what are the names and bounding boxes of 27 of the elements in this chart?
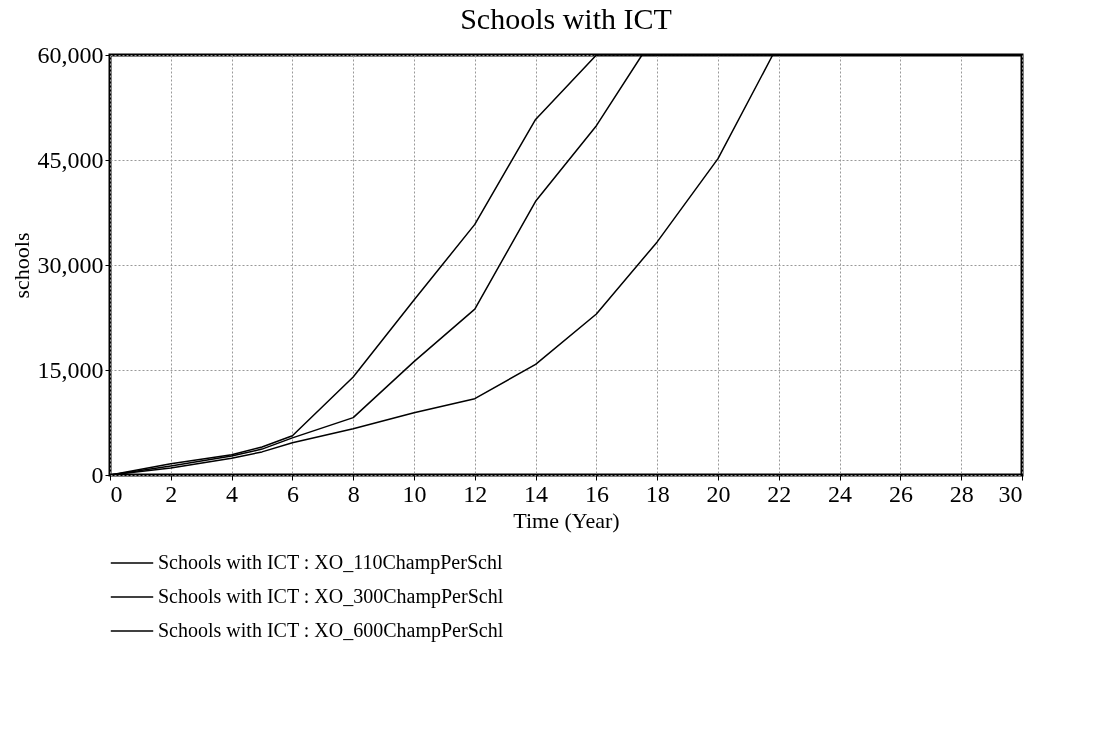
chart-title: Schools with ICT	[460, 2, 672, 35]
x-tick-label: 10	[402, 480, 427, 507]
x-tick-label: 2	[165, 480, 178, 507]
x-tick-label: 0	[110, 480, 123, 507]
y-tick-label: 45,000	[37, 146, 104, 173]
x-tick-label: 22	[767, 480, 792, 507]
legend-label: Schools with ICT : XO_300ChampPerSchl	[158, 585, 504, 608]
x-tick-label: 6	[286, 480, 299, 507]
x-tick-label: 8	[347, 480, 360, 507]
x-tick-label: 14	[524, 480, 549, 507]
x-tick-label: 20	[706, 480, 731, 507]
x-axis-title: Time (Year)	[513, 507, 620, 533]
y-tick-label: 30,000	[37, 251, 104, 278]
x-tick-label: 4	[226, 480, 239, 507]
legend-label: Schools with ICT : XO_110ChampPerSchl	[158, 551, 503, 574]
x-tick-label: 28	[949, 480, 974, 507]
y-tick-label: 60,000	[37, 41, 104, 68]
x-tick-label: 26	[888, 480, 913, 507]
y-tick-label: 15,000	[37, 356, 104, 383]
x-tick-label: 18	[645, 480, 670, 507]
y-tick-label: 0	[91, 461, 104, 488]
x-tick-label: 30	[998, 480, 1023, 507]
x-tick-label: 16	[584, 480, 609, 507]
x-tick-label: 12	[463, 480, 488, 507]
y-axis-title: schools	[8, 232, 34, 299]
x-tick-label: 24	[828, 480, 853, 507]
legend-label: Schools with ICT : XO_600ChampPerSchl	[158, 619, 504, 642]
